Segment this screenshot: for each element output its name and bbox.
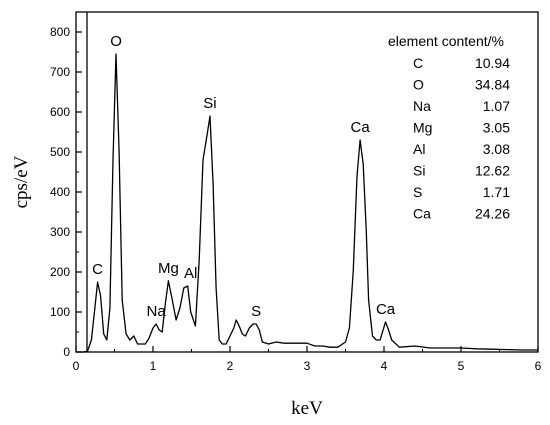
table-content-4: 3.08 bbox=[483, 141, 510, 157]
table-content-2: 1.07 bbox=[483, 98, 510, 114]
peak-label-2: Na bbox=[146, 303, 166, 320]
y-tick-label-2: 200 bbox=[50, 265, 70, 279]
x-tick-label-0: 0 bbox=[73, 359, 80, 373]
x-tick-label-2: 2 bbox=[227, 359, 234, 373]
table-content-6: 1.71 bbox=[483, 184, 510, 200]
axis-ticks: 0 1 2 3 4 5 6 0 100 200 300 400 500 600 700 800 bbox=[50, 25, 542, 373]
table-element-4: Al bbox=[413, 141, 425, 157]
table-element-1: O bbox=[413, 77, 424, 93]
table-element-6: S bbox=[413, 184, 422, 200]
peak-label-7: Ca bbox=[351, 119, 371, 136]
peak-labels: O C Na Mg Al Si S Ca Ca bbox=[92, 33, 396, 320]
peak-label-8: Ca bbox=[376, 301, 396, 318]
y-tick-label-3: 300 bbox=[50, 225, 70, 239]
y-tick-label-7: 700 bbox=[50, 65, 70, 79]
peak-label-0: O bbox=[110, 33, 122, 50]
table-content-7: 24.26 bbox=[475, 206, 510, 222]
peak-label-3: Mg bbox=[158, 260, 179, 277]
y-tick-label-4: 400 bbox=[50, 185, 70, 199]
x-tick-label-5: 5 bbox=[458, 359, 465, 373]
plot-frame bbox=[75, 11, 539, 353]
table-element-5: Si bbox=[413, 163, 425, 179]
spectrum-line bbox=[76, 53, 538, 353]
y-tick-label-8: 800 bbox=[50, 25, 70, 39]
y-axis-title: cps/eV bbox=[11, 155, 32, 208]
composition-table: element content/% C 10.94 O 34.84 Na 1.07 Mg 3.… bbox=[388, 33, 510, 222]
table-content-5: 12.62 bbox=[475, 163, 510, 179]
peak-label-1: C bbox=[92, 261, 103, 278]
table-content-3: 3.05 bbox=[483, 120, 510, 136]
y-tick-label-5: 500 bbox=[50, 145, 70, 159]
peak-label-5: Si bbox=[203, 95, 216, 112]
table-content-1: 34.84 bbox=[475, 77, 510, 93]
x-tick-label-4: 4 bbox=[381, 359, 388, 373]
peak-label-4: Al bbox=[184, 265, 197, 282]
table-element-3: Mg bbox=[413, 120, 432, 136]
table-content-0: 10.94 bbox=[475, 55, 510, 71]
table-element-7: Ca bbox=[413, 206, 431, 222]
table-element-0: C bbox=[413, 55, 423, 71]
table-header: element content/% bbox=[388, 33, 504, 49]
y-tick-label-6: 600 bbox=[50, 105, 70, 119]
y-tick-label-1: 100 bbox=[50, 305, 70, 319]
y-tick-label-0: 0 bbox=[63, 345, 70, 359]
x-tick-label-3: 3 bbox=[304, 359, 311, 373]
peak-label-6: S bbox=[251, 303, 261, 320]
x-tick-label-1: 1 bbox=[150, 359, 157, 373]
table-element-2: Na bbox=[413, 98, 431, 114]
x-axis-title: keV bbox=[291, 398, 323, 419]
x-tick-label-6: 6 bbox=[535, 359, 542, 373]
